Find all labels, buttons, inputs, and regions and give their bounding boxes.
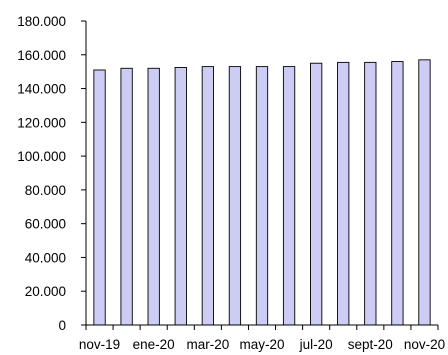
y-tick-label: 80.000 <box>25 183 66 198</box>
x-tick-label: nov-19 <box>79 337 120 352</box>
y-tick-label: 180.000 <box>17 14 66 29</box>
bar-jul-20 <box>310 62 323 326</box>
y-tick-label: 100.000 <box>17 149 66 164</box>
bar-jun-20 <box>282 66 296 326</box>
y-tick-label: 40.000 <box>25 250 66 265</box>
y-tick-label: 140.000 <box>17 82 66 97</box>
x-tick-label: mar-20 <box>186 337 229 352</box>
bar-sept-20 <box>364 61 377 326</box>
x-tick-label: ene-20 <box>133 337 175 352</box>
y-tick-label: 0 <box>58 318 66 333</box>
x-tick-label: sept-20 <box>348 337 393 352</box>
y-tick-label: 120.000 <box>17 115 66 130</box>
x-axis: nov-19 ene-20 mar-20 may-20 jul-20 sept-20 nov… <box>79 324 445 352</box>
y-tick-label: 20.000 <box>25 284 66 299</box>
bar-oct-20 <box>391 61 404 326</box>
bar-nov-20 <box>418 59 431 326</box>
bar-dic-19 <box>120 67 133 326</box>
bars-group <box>93 59 431 326</box>
y-tick-label: 60.000 <box>25 217 66 232</box>
x-tick-label: nov-20 <box>404 337 445 352</box>
bar-nov-19 <box>93 69 106 326</box>
y-tick-label: 160.000 <box>17 48 66 63</box>
bar-feb-20 <box>174 66 187 326</box>
bar-ago-20 <box>337 61 350 326</box>
bar-abr-20 <box>228 66 242 326</box>
x-tick-label: may-20 <box>239 337 284 352</box>
bar-may-20 <box>255 66 269 326</box>
bar-ene-20 <box>147 67 160 326</box>
bar-mar-20 <box>201 66 214 326</box>
y-axis: 0 20.000 40.000 60.000 80.000 100.000 120.000 1… <box>17 14 87 333</box>
x-tick-label: jul-20 <box>299 337 333 352</box>
